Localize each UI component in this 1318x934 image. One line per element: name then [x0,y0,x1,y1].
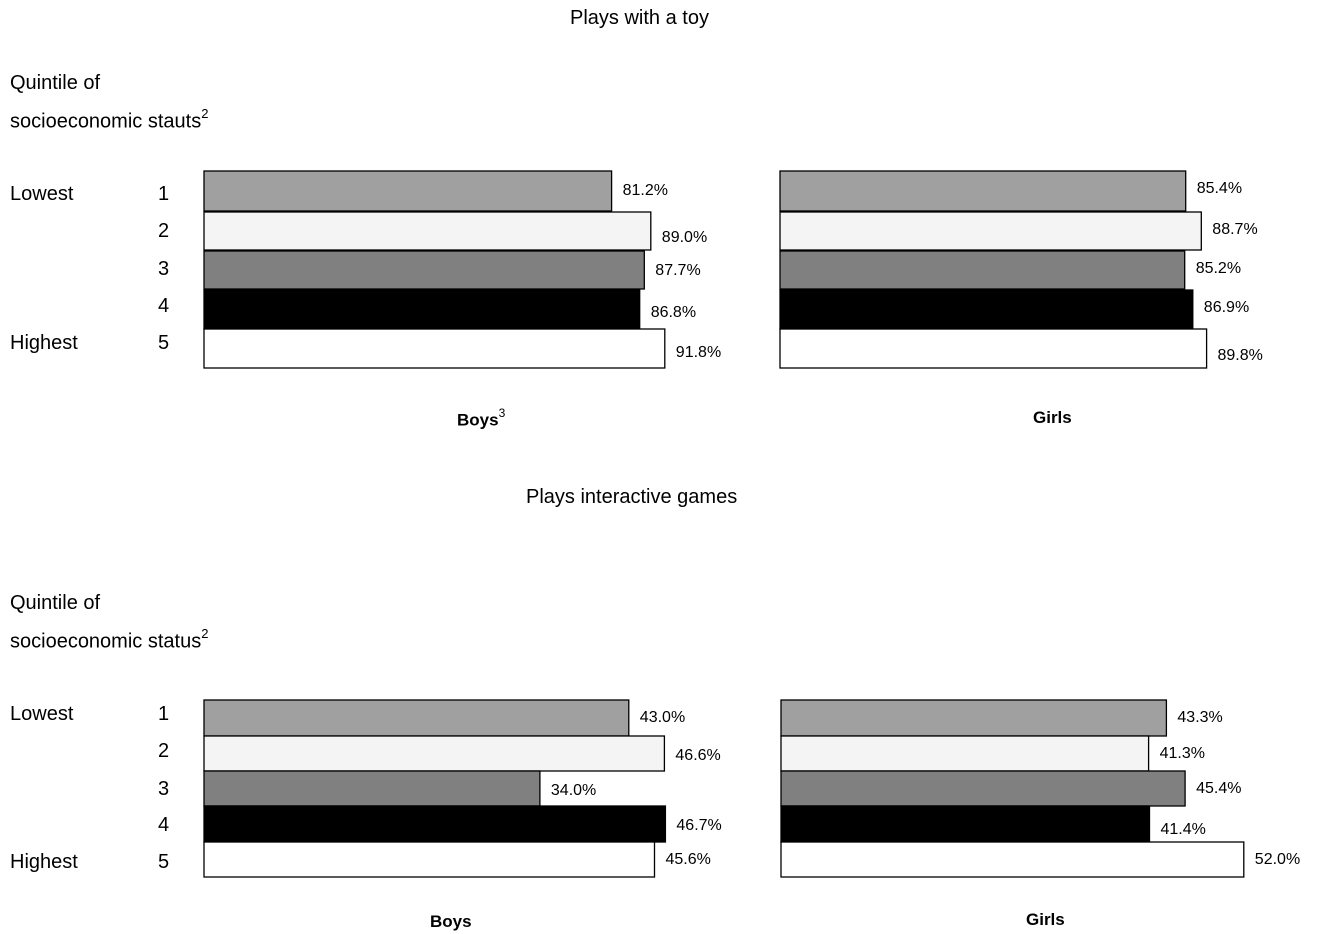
chart1-boys-label-text: Boys [457,410,499,430]
value-label-chart1-girls-q2: 88.7% [1212,221,1257,238]
bar-chart2-boys-q3 [203,770,541,807]
value-label-chart1-girls-q5: 89.8% [1218,347,1263,364]
value-label-chart2-girls-q4: 41.4% [1161,821,1206,838]
value-label-chart2-boys-q1: 43.0% [640,709,685,726]
bar-chart2-girls-q2 [780,735,1150,772]
chart2-category-1: 1 [158,703,170,725]
chart1-side-label-line2: socioeconomic stauts2 [10,106,209,134]
chart1-category-2: 2 [158,220,170,242]
bar-chart2-girls-q1 [780,699,1168,737]
chart1-row-label-lowest: Lowest [10,183,74,205]
value-label-chart2-boys-q2: 46.6% [675,747,720,764]
bar-chart1-boys-q4 [203,289,641,330]
bar-chart1-girls-q2 [779,211,1202,251]
chart1-category-4: 4 [158,295,170,317]
value-label-chart1-boys-q3: 87.7% [655,262,700,279]
bar-chart2-girls-q4 [780,805,1151,843]
value-label-chart1-girls-q1: 85.4% [1197,180,1242,197]
chart2-row-label-highest: Highest [10,851,78,873]
chart1-category-1: 1 [158,183,170,205]
value-label-chart1-girls-q4: 86.9% [1204,299,1249,316]
value-label-chart1-boys-q5: 91.8% [676,344,721,361]
chart2-side-label-line2: socioeconomic status2 [10,626,209,654]
bar-chart2-girls-q3 [780,770,1186,807]
chart2-title: Plays interactive games [526,486,738,508]
bar-chart1-boys-q5 [203,328,666,369]
value-label-chart2-girls-q3: 45.4% [1196,780,1241,797]
bar-chart1-boys-q1 [203,170,613,212]
chart1-category-3: 3 [158,258,170,280]
value-label-chart2-girls-q5: 52.0% [1255,851,1300,868]
chart2-side-label-line1: Quintile of [10,592,101,614]
chart2-row-label-lowest: Lowest [10,703,74,725]
chart1-side-label-line1: Quintile of [10,72,101,94]
bar-chart2-boys-q2 [203,735,666,772]
bar-chart2-girls-q5 [780,841,1245,878]
chart1-boys-label-note: 3 [498,406,506,420]
value-label-chart1-boys-q1: 81.2% [623,182,668,199]
bar-chart2-boys-q5 [203,841,656,878]
chart2-category-5: 5 [158,851,170,873]
chart2-category-2: 2 [158,740,170,762]
value-label-chart2-boys-q3: 34.0% [551,782,596,799]
bar-chart2-boys-q1 [203,699,630,737]
chart1-row-label-highest: Highest [10,332,78,354]
value-label-chart2-girls-q1: 43.3% [1177,709,1222,726]
chart2-side-label-text: socioeconomic status [10,630,202,653]
chart1-side-label-text: socioeconomic stauts [10,110,202,133]
value-label-chart1-boys-q2: 89.0% [662,229,707,246]
chart1-girls-axis-label: Girls [1033,408,1072,427]
chart2-boys-axis-label: Boys [430,912,472,931]
chart2-girls-axis-label: Girls [1026,910,1065,929]
chart2-category-3: 3 [158,778,170,800]
bar-chart1-girls-q4 [779,289,1194,330]
chart2-category-4: 4 [158,814,170,836]
bar-chart1-girls-q1 [779,170,1187,212]
value-label-chart2-boys-q4: 46.7% [676,817,721,834]
bar-chart1-girls-q5 [779,328,1208,369]
value-label-chart2-girls-q2: 41.3% [1160,745,1205,762]
bar-chart1-girls-q3 [779,250,1186,290]
bar-chart1-boys-q2 [203,211,652,251]
chart1-side-label-note: 2 [201,106,209,121]
chart2-side-label-note: 2 [201,626,209,641]
value-label-chart2-boys-q5: 45.6% [666,851,711,868]
chart1-boys-axis-label: Boys3 [457,406,506,431]
bar-chart1-boys-q3 [203,250,645,290]
value-label-chart1-girls-q3: 85.2% [1196,260,1241,277]
bar-chart2-boys-q4 [203,805,667,843]
chart1-title: Plays with a toy [570,7,709,29]
chart1-category-5: 5 [158,332,170,354]
value-label-chart1-boys-q4: 86.8% [651,304,696,321]
